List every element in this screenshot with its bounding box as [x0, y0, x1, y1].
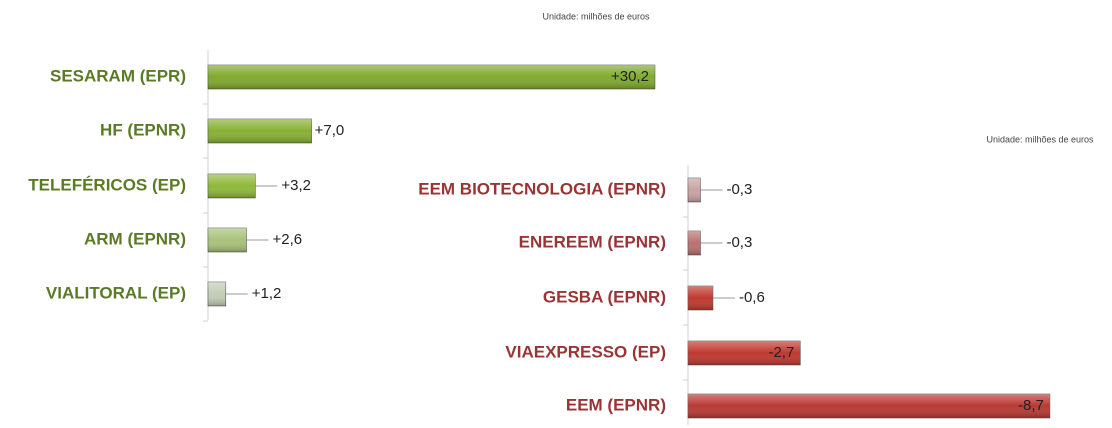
- bar-shade: [208, 174, 256, 198]
- value-label: +30,2: [611, 68, 649, 85]
- category-label: HF (EPNR): [100, 120, 186, 139]
- value-label: +7,0: [315, 122, 345, 139]
- value-label: -2,7: [768, 344, 794, 361]
- category-label: VIALITORAL (EP): [46, 283, 186, 302]
- unit-note: Unidade: milhões de euros: [986, 134, 1094, 144]
- bar-shade: [688, 394, 1050, 418]
- bar-shade: [208, 65, 655, 89]
- category-label: ARM (EPNR): [84, 229, 186, 248]
- bar-shade: [688, 341, 801, 365]
- bar-shade: [688, 231, 701, 255]
- value-label: -0,3: [726, 234, 752, 251]
- category-label: EEM BIOTECNOLOGIA (EPNR): [418, 179, 666, 198]
- bar-shade: [208, 228, 247, 252]
- category-label: SESARAM (EPR): [50, 66, 186, 85]
- category-label: EEM (EPNR): [566, 395, 666, 414]
- value-label: +1,2: [252, 285, 282, 302]
- value-label: -0,6: [739, 289, 765, 306]
- unit-note: Unidade: milhões de euros: [542, 11, 650, 21]
- category-label: TELEFÉRICOS (EP): [28, 175, 186, 194]
- category-label: ENEREEM (EPNR): [519, 232, 666, 251]
- value-label: +3,2: [281, 177, 311, 194]
- bar-shade: [688, 286, 713, 310]
- value-label: -0,3: [726, 181, 752, 198]
- bar-shade: [688, 178, 701, 202]
- value-label: -8,7: [1018, 397, 1044, 414]
- bar-shade: [208, 119, 312, 143]
- category-label: VIAEXPRESSO (EP): [505, 342, 666, 361]
- value-label: +2,6: [272, 231, 302, 248]
- category-label: GESBA (EPNR): [543, 287, 666, 306]
- bar-shade: [208, 282, 226, 306]
